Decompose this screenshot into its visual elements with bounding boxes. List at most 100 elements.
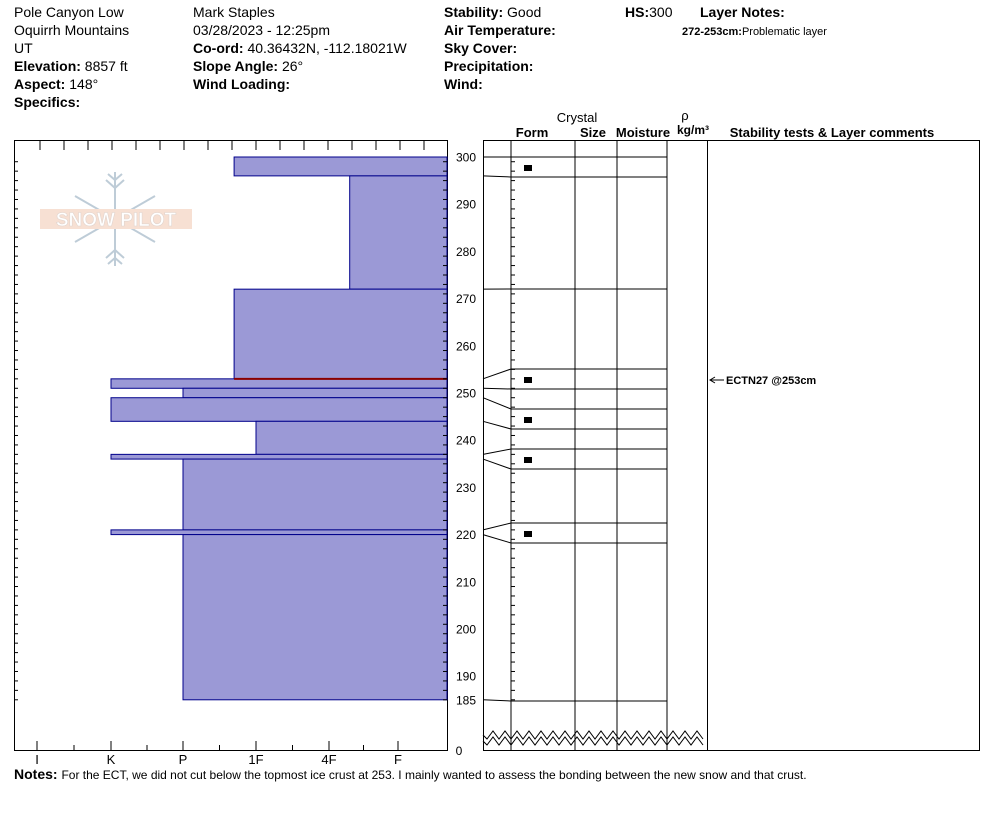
wind-loading-label: Wind Loading: xyxy=(193,76,291,92)
hs-label: HS: xyxy=(625,4,650,20)
hardness-layer xyxy=(110,397,448,422)
notes-label: Notes: xyxy=(14,766,58,782)
hardness-layer xyxy=(110,378,448,389)
grain-table-frame xyxy=(483,140,708,751)
depth-tick-label: 260 xyxy=(456,339,476,353)
depth-axis: 300 290 280 270 260 250 240 230 220 210 200 190 185 0 xyxy=(14,140,515,758)
stability-test-label: ECTN27 @253cm xyxy=(726,375,816,387)
layer-notes-label: Layer Notes: xyxy=(700,4,785,20)
grain-form-marker xyxy=(524,417,532,423)
slope-value: 26° xyxy=(281,58,304,74)
layer-boundary xyxy=(482,699,667,702)
col-stability-comments: Stability tests & Layer comments xyxy=(730,125,934,140)
grain-form-marker xyxy=(524,457,532,463)
elevation-value: 8857 ft xyxy=(84,58,128,74)
aspect-value: 148° xyxy=(69,76,99,92)
depth-tick-label: 190 xyxy=(456,670,476,684)
layer-boundary xyxy=(482,420,667,430)
grain-form-marker xyxy=(524,165,532,171)
slope-angle: Slope Angle: 26° xyxy=(193,58,303,74)
grain-table-grid xyxy=(482,140,704,750)
grain-markers xyxy=(524,165,532,537)
depth-tick-label: 185 xyxy=(456,693,476,707)
precipitation-label: Precipitation: xyxy=(444,58,534,74)
ground-label: 0 xyxy=(456,744,463,758)
comments-frame xyxy=(707,140,980,751)
layer-note-text: Problematic layer xyxy=(741,26,827,38)
layer-boundary xyxy=(482,175,667,178)
snowpilot-logo: SNOW PILOT xyxy=(40,172,192,266)
hardness-layer xyxy=(182,458,448,531)
notes-text: For the ECT, we did not cut below the to… xyxy=(61,768,807,782)
coord-label: Co-ord: xyxy=(193,40,244,56)
hardness-tick-label: 1F xyxy=(248,752,263,767)
col-moisture: Moisture xyxy=(616,125,670,140)
layer-boundary xyxy=(482,458,667,470)
aspect: Aspect: 148° xyxy=(14,76,98,92)
hs: HS:300 xyxy=(625,4,672,20)
break-zigzag xyxy=(482,730,704,740)
location-name: Pole Canyon Low xyxy=(14,4,124,20)
hardness-tick-label: P xyxy=(179,752,188,767)
state: UT xyxy=(14,40,33,56)
hardness-layer xyxy=(233,156,448,177)
coordinates: Co-ord: 40.36432N, -112.18021W xyxy=(193,40,407,56)
hardness-tick-label: K xyxy=(107,752,116,767)
depth-tick-label: 290 xyxy=(456,198,476,212)
break-zigzag xyxy=(482,736,704,746)
hardness-tick-label: 4F xyxy=(321,752,336,767)
hardness-layer xyxy=(255,420,448,455)
layer-note-range: 272-253cm: xyxy=(682,26,742,38)
layer-boundary xyxy=(482,387,667,390)
wind-label: Wind: xyxy=(444,76,483,92)
mountain-range: Oquirrh Mountains xyxy=(14,22,130,38)
layer-boundary xyxy=(482,534,667,544)
aspect-label: Aspect: xyxy=(14,76,66,92)
stability-value: Good xyxy=(507,4,542,20)
layer-note: 272-253cm:Problematic layer xyxy=(682,24,827,40)
layer-boundary xyxy=(482,397,667,410)
elevation-label: Elevation: xyxy=(14,58,81,74)
hardness-tick-label: F xyxy=(394,752,402,767)
depth-tick-label: 300 xyxy=(456,151,476,165)
test-arrow-head xyxy=(709,376,716,384)
specifics-label: Specifics: xyxy=(14,94,81,110)
depth-tick-label: 240 xyxy=(456,434,476,448)
hardness-axis: I K P 1F 4F F xyxy=(35,741,402,767)
depth-tick-label: 250 xyxy=(456,387,476,401)
logo-text: SNOW PILOT xyxy=(56,210,177,231)
coord-value: 40.36432N, -112.18021W xyxy=(247,40,407,56)
stability-label: Stability: xyxy=(444,4,504,20)
logo-banner xyxy=(40,209,192,229)
depth-tick-label: 200 xyxy=(456,623,476,637)
stability: Stability: Good xyxy=(444,4,541,20)
depth-tick-label: 230 xyxy=(456,481,476,495)
depth-tick-label: 270 xyxy=(456,292,476,306)
depth-tick-label: 220 xyxy=(456,528,476,542)
hardness-layer xyxy=(349,175,448,290)
col-density: kg/m³ xyxy=(677,123,709,137)
hardness-layer xyxy=(182,534,448,701)
col-size: Size xyxy=(580,125,606,140)
hardness-layer xyxy=(233,288,448,380)
observation-datetime: 03/28/2023 - 12:25pm xyxy=(193,22,330,38)
slope-label: Slope Angle: xyxy=(193,58,279,74)
layer-boundary xyxy=(482,522,667,531)
observer-name: Mark Staples xyxy=(193,4,275,20)
hardness-layer xyxy=(110,529,448,536)
hardness-layer xyxy=(110,453,448,460)
hs-value: 300 xyxy=(649,4,673,20)
depth-tick-label: 280 xyxy=(456,245,476,259)
grain-form-marker xyxy=(524,531,532,537)
notes: Notes: For the ECT, we did not cut below… xyxy=(14,766,807,782)
hardness-layers xyxy=(110,156,448,701)
grain-form-marker xyxy=(524,377,532,383)
hardness-layer xyxy=(182,387,448,399)
air-temp-label: Air Temperature: xyxy=(444,22,556,38)
stability-tests: ECTN27 @253cm xyxy=(709,375,816,387)
col-crystal: Crystal xyxy=(557,110,598,125)
col-rho: ρ xyxy=(681,108,688,123)
col-form: Form xyxy=(516,125,549,140)
elevation: Elevation: 8857 ft xyxy=(14,58,128,74)
